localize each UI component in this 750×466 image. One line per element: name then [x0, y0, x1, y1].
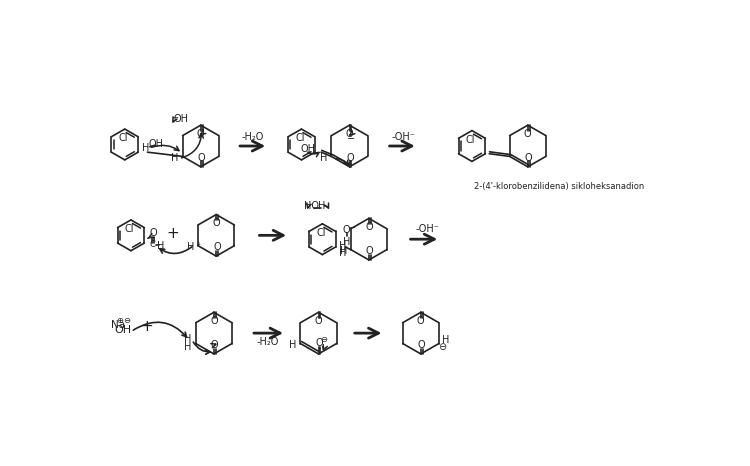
Text: O: O	[418, 340, 425, 350]
Text: ▵: ▵	[197, 240, 200, 247]
Text: H: H	[320, 153, 327, 163]
Text: −: −	[347, 134, 355, 144]
Text: O: O	[210, 316, 218, 326]
Text: Cl: Cl	[118, 133, 128, 144]
Text: ⊖: ⊖	[123, 316, 130, 325]
Text: O: O	[525, 152, 532, 163]
Text: -H₂O: -H₂O	[242, 132, 264, 142]
Text: H: H	[171, 153, 178, 163]
Text: Cl: Cl	[124, 224, 134, 234]
Text: O: O	[366, 246, 374, 256]
Text: Cl: Cl	[316, 228, 326, 238]
Text: C: C	[150, 240, 156, 249]
Text: H: H	[318, 201, 326, 211]
Text: -H₂O: -H₂O	[257, 337, 279, 347]
Text: O: O	[315, 316, 322, 326]
Text: ⊕: ⊕	[116, 316, 123, 325]
Text: ⊖: ⊖	[320, 335, 328, 344]
Text: Na: Na	[111, 321, 125, 330]
Text: Cl: Cl	[466, 135, 476, 145]
Text: H: H	[184, 342, 192, 351]
Text: O: O	[343, 225, 350, 235]
Text: ⊖: ⊖	[438, 342, 446, 351]
Text: H: H	[142, 144, 149, 153]
Text: 2-(4'-klorobenzilidena) sikloheksanadion: 2-(4'-klorobenzilidena) sikloheksanadion	[474, 182, 644, 192]
Text: OH: OH	[115, 325, 132, 335]
Text: O: O	[211, 340, 218, 350]
Text: O: O	[316, 338, 323, 348]
Text: OH: OH	[173, 114, 188, 124]
Text: O: O	[198, 152, 206, 163]
Text: +: +	[140, 320, 153, 335]
Text: H: H	[184, 334, 192, 344]
Text: H: H	[157, 241, 164, 251]
Text: -OH⁻: -OH⁻	[392, 132, 416, 142]
Text: O: O	[213, 242, 220, 252]
Text: O: O	[346, 152, 354, 163]
Text: O: O	[365, 222, 373, 232]
Text: O: O	[346, 129, 353, 139]
Text: O: O	[150, 228, 158, 238]
Text: H: H	[339, 241, 346, 251]
Text: H: H	[340, 246, 347, 256]
Text: OH: OH	[300, 144, 315, 154]
Text: +: +	[166, 226, 179, 241]
Text: H: H	[289, 340, 296, 350]
Text: H: H	[187, 242, 194, 252]
Text: O: O	[197, 129, 205, 139]
Text: O: O	[524, 129, 532, 139]
Text: -OH⁻: -OH⁻	[415, 224, 439, 234]
Text: OH: OH	[148, 139, 164, 150]
Text: H: H	[442, 335, 449, 345]
Text: −: −	[349, 223, 355, 232]
Text: H: H	[339, 248, 346, 259]
Text: HO: HO	[304, 201, 319, 211]
Text: −: −	[172, 113, 178, 122]
Text: Cl: Cl	[296, 133, 304, 144]
Text: O: O	[212, 218, 220, 228]
Text: O: O	[417, 316, 424, 326]
Text: H: H	[343, 237, 350, 247]
